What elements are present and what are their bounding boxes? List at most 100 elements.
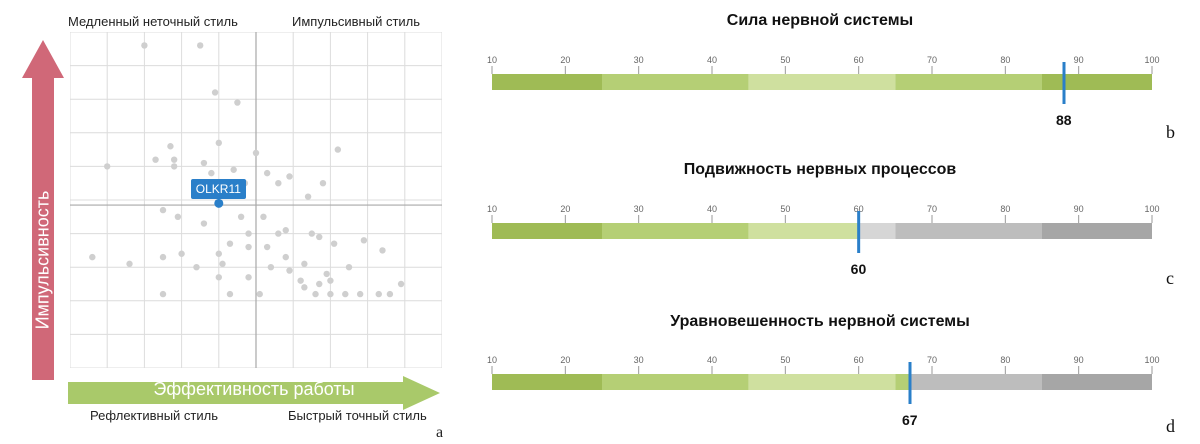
scale-segment: [1042, 374, 1152, 390]
tick-label: 70: [927, 204, 937, 214]
scatter-point: [104, 163, 111, 170]
scatter-point: [312, 290, 319, 298]
tick-label: 90: [1074, 355, 1084, 365]
scatter-point: [170, 156, 178, 163]
scatter-point: [215, 274, 222, 281]
y-axis-arrow: [22, 40, 64, 380]
scale-chart-d: 10 20 30 40 50 60 70 80 90 100: [487, 355, 1160, 404]
scatter-point: [260, 213, 267, 220]
tick-label: 50: [780, 355, 790, 365]
highlight-point: [214, 198, 224, 208]
panel-title-d: Уравновешенность нервной системы: [670, 313, 970, 330]
tick-label: 70: [927, 55, 937, 65]
tick-label: 60: [854, 55, 864, 65]
scatter-point: [245, 230, 252, 237]
panel-title-c: Подвижность нервных процессов: [683, 161, 957, 178]
scatter-point: [200, 159, 208, 167]
tick-label: 30: [634, 55, 644, 65]
scatter-point: [397, 280, 405, 288]
panel-letter-d: d: [1166, 416, 1175, 436]
scatter-point: [126, 260, 133, 268]
scale-segment: [748, 374, 896, 390]
tick-label: 100: [1144, 55, 1159, 65]
tick-label: 60: [854, 355, 864, 365]
scatter-point: [159, 290, 167, 298]
scatter-point: [356, 290, 364, 298]
tick-label: 40: [707, 355, 717, 365]
scatter-point: [237, 213, 245, 220]
value-marker: [1062, 62, 1066, 104]
scatter-point: [178, 250, 185, 257]
scatter-point: [245, 274, 252, 281]
scatter-point: [327, 290, 334, 298]
scatter-point: [360, 237, 368, 244]
scale-segment: [858, 223, 896, 239]
scatter-point: [375, 290, 382, 298]
scatter-point: [275, 180, 282, 187]
scale-segment: [910, 374, 1042, 390]
quadrant-label-top-right: Импульсивный стиль: [292, 14, 421, 29]
scatter-point: [170, 163, 178, 170]
scale-segment: [895, 374, 910, 390]
scatter-point: [219, 260, 226, 268]
scatter-point: [174, 213, 182, 220]
value-label-c: 60: [850, 261, 867, 277]
scatter-point: [256, 290, 263, 298]
scatter-point: [252, 149, 260, 157]
scatter-point: [323, 270, 330, 278]
scatter-point: [319, 180, 327, 187]
scale-segment: [1042, 74, 1152, 90]
scale-segment: [602, 223, 749, 239]
value-marker: [908, 362, 912, 404]
scale-chart-b: 10 20 30 40 50 60 70 80 90 100: [487, 55, 1160, 104]
scatter-point: [342, 290, 349, 298]
scatter-point: [159, 206, 167, 214]
scatter-point: [286, 267, 293, 274]
scale-segment: [895, 223, 1042, 239]
tick-label: 80: [1000, 204, 1010, 214]
scatter-point: [282, 253, 289, 261]
scale-segment: [492, 223, 602, 239]
value-label-d: 67: [902, 412, 918, 428]
scatter-point: [263, 169, 271, 177]
scale-segment: [895, 74, 1042, 90]
scale-segment: [602, 74, 749, 90]
scatter-point: [152, 156, 159, 163]
x-axis-arrow: [68, 376, 440, 410]
tick-label: 30: [634, 355, 644, 365]
scatter-point: [215, 250, 222, 257]
scatter-point: [386, 290, 394, 298]
scale-segment: [1042, 223, 1152, 239]
value-label-b: 88: [1056, 112, 1072, 128]
tick-label: 40: [707, 55, 717, 65]
tick-label: 40: [707, 204, 717, 214]
y-axis-label: Импульсивность: [32, 190, 53, 330]
tick-label: 30: [634, 204, 644, 214]
scatter-point: [159, 253, 167, 261]
scale-segment: [602, 374, 749, 390]
scatter-point: [141, 42, 148, 49]
quadrant-label-bottom-left: Рефлективный стиль: [90, 408, 218, 423]
scatter-point: [89, 253, 96, 261]
scatter-point: [226, 290, 234, 298]
scatter-point: [200, 220, 208, 227]
scatter-point: [226, 240, 234, 247]
scatter-point: [304, 193, 312, 200]
tick-label: 10: [487, 204, 497, 214]
scatter-point: [267, 264, 275, 271]
panel-letter-a: a: [436, 424, 444, 441]
scatter-point: [308, 230, 315, 237]
tick-label: 80: [1000, 355, 1010, 365]
scatter-point: [230, 166, 237, 173]
scatter-point: [211, 89, 219, 96]
scale-segment: [492, 374, 602, 390]
x-axis-label: Эффективность работы: [153, 379, 355, 399]
value-marker: [857, 211, 861, 253]
scatter-point: [316, 233, 323, 241]
tick-label: 20: [560, 204, 570, 214]
scale-segment: [492, 74, 602, 90]
scatter-point: [208, 169, 215, 177]
scatter-point: [301, 260, 308, 268]
scatter-point: [330, 240, 338, 247]
tick-label: 10: [487, 55, 497, 65]
